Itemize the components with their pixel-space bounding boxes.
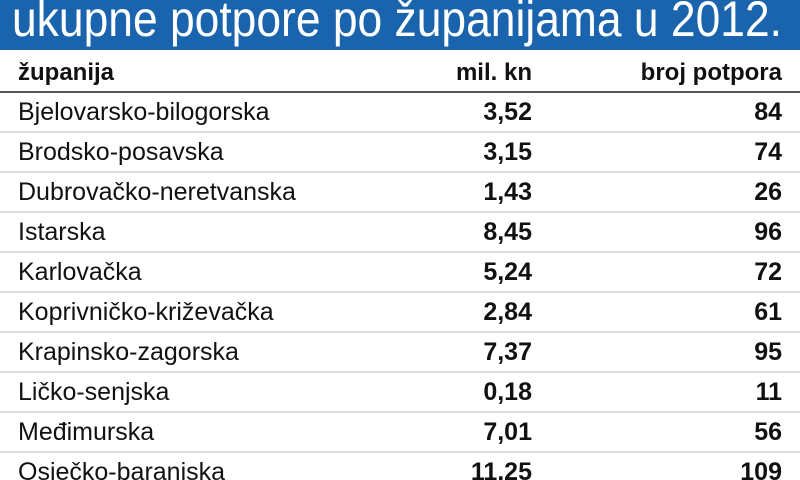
column-header: mil. kn [456,59,532,86]
count: 61 [754,298,782,326]
count: 11 [756,378,783,406]
amount: 7,01 [483,418,532,446]
amount: 11,25 [471,458,532,480]
county-name: Koprivničko-križevačka [18,298,274,326]
column-header: broj potpora [641,59,783,86]
amount: 3,52 [483,98,532,126]
county-name: Krapinsko-zagorska [18,338,239,366]
count: 84 [754,98,782,126]
count: 74 [754,138,782,166]
count: 72 [754,258,782,286]
amount: 1,43 [483,178,532,206]
amount: 7,37 [483,338,532,366]
county-name: Međimurska [18,418,154,446]
county-name: Bjelovarsko-bilogorska [18,98,270,126]
count: 96 [754,218,782,246]
amount: 0,18 [483,378,532,406]
title: ukupne potpore po županijama u 2012. [12,0,782,47]
amount: 5,24 [483,258,532,286]
amount: 2,84 [483,298,532,326]
amount: 8,45 [483,218,532,246]
column-header: županija [18,59,115,86]
county-name: Karlovačka [18,258,142,286]
count: 95 [754,338,782,366]
count: 56 [754,418,782,446]
county-name: Ličko-senjska [18,378,170,406]
count: 26 [754,178,782,206]
title-band [0,0,800,50]
county-name: Dubrovačko-neretvanska [18,178,296,206]
county-name: Brodsko-posavska [18,138,224,166]
county-name: Istarska [18,218,106,246]
count: 109 [740,458,782,480]
amount: 3,15 [483,138,532,166]
county-name: Osječko-baranjska [18,458,225,480]
